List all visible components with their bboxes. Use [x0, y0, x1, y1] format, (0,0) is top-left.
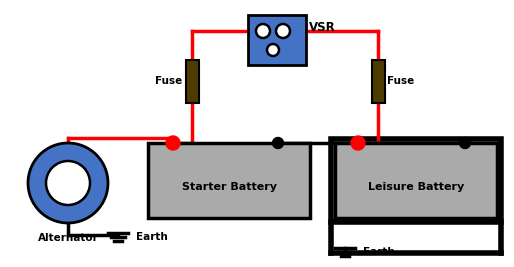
- Bar: [331, 139, 501, 222]
- Circle shape: [276, 24, 290, 38]
- Circle shape: [267, 44, 279, 56]
- Text: Starter Battery: Starter Battery: [181, 182, 277, 191]
- Circle shape: [272, 138, 284, 148]
- Text: Fuse: Fuse: [155, 77, 182, 87]
- Text: Alternator: Alternator: [38, 233, 98, 243]
- Circle shape: [166, 136, 180, 150]
- Bar: [148, 143, 310, 218]
- Circle shape: [351, 136, 365, 150]
- Bar: [248, 15, 306, 65]
- Bar: [186, 60, 198, 103]
- Text: Leisure Battery: Leisure Battery: [368, 182, 464, 191]
- Text: Earth: Earth: [363, 247, 395, 257]
- Circle shape: [46, 161, 90, 205]
- Text: VSR: VSR: [309, 21, 336, 34]
- Circle shape: [28, 143, 108, 223]
- Circle shape: [460, 138, 470, 148]
- Text: Earth: Earth: [136, 232, 168, 242]
- Bar: [372, 60, 384, 103]
- Circle shape: [256, 24, 270, 38]
- Text: Fuse: Fuse: [388, 77, 415, 87]
- Bar: [335, 143, 497, 218]
